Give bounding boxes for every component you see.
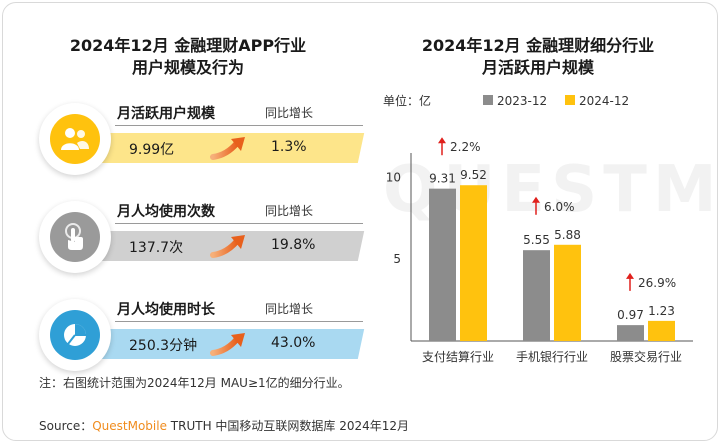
trend-up-arrow-icon	[210, 137, 245, 160]
unit-label: 单位：亿	[383, 93, 431, 108]
tap-hand-icon	[50, 212, 100, 262]
divider	[115, 125, 363, 126]
legend-label: 2023-12	[497, 94, 547, 108]
source-brand: QuestMobile	[92, 419, 167, 433]
right-title-line1: 2024年12月 金融理财细分行业	[421, 36, 655, 55]
bar	[617, 325, 644, 341]
metric-icon-badge	[39, 103, 111, 175]
growth-arrow-head	[438, 137, 446, 144]
bar-chart: 单位：亿 2023-12 2024-12 5 10 9.31 9.52 2.2% 支付结算行业 5…	[383, 93, 693, 364]
legend-label: 2024-12	[579, 94, 629, 108]
source-suffix: TRUTH 中国移动互联网数据库 2024年12月	[166, 419, 410, 433]
metric-label: 月活跃用户规模	[117, 106, 215, 122]
metric-icon-badge	[39, 299, 111, 371]
x-tick-label: 股票交易行业	[610, 349, 682, 364]
metric-mau: 月活跃用户规模 同比增长 9.99亿 1.3%	[39, 101, 365, 177]
metric-label: 月人均使用次数	[117, 204, 215, 220]
metric-frequency: 月人均使用次数 同比增长 137.7次 19.8%	[39, 199, 365, 275]
metric-value: 137.7次	[129, 240, 184, 256]
bar-value-label: 0.97	[617, 308, 644, 322]
divider	[115, 223, 363, 224]
metric-label: 月人均使用时长	[117, 302, 215, 318]
metric-yoy: 43.0%	[271, 335, 316, 351]
source-prefix: Source：	[39, 419, 93, 433]
growth-arrow-head	[532, 196, 540, 203]
metric-yoy-label: 同比增长	[265, 204, 314, 218]
footnote: 注：右图统计范围为2024年12月 MAU≥1亿的细分行业。	[39, 376, 350, 390]
source-line: Source：QuestMobile TRUTH 中国移动互联网数据库 2024…	[39, 417, 409, 434]
trend-up-arrow-icon	[210, 235, 245, 258]
metric-value: 250.3分钟	[129, 338, 198, 354]
metric-yoy-label: 同比增长	[265, 106, 314, 120]
bar	[648, 320, 675, 341]
right-panel-title: 2024年12月 金融理财细分行业 月活跃用户规模	[373, 35, 703, 79]
trend-up-arrow-icon	[210, 333, 245, 356]
growth-label: 26.9%	[638, 276, 676, 290]
bar	[523, 250, 550, 341]
bar-value-label: 5.88	[554, 228, 581, 242]
bar-value-label: 9.52	[460, 168, 487, 182]
pie-clock-icon	[50, 310, 100, 360]
legend-swatch	[565, 95, 575, 105]
metric-yoy: 19.8%	[271, 237, 316, 253]
divider	[115, 321, 363, 322]
metric-yoy: 1.3%	[271, 139, 307, 155]
growth-label: 6.0%	[544, 200, 575, 214]
metric-icon-badge	[39, 201, 111, 273]
legend-swatch	[483, 95, 493, 105]
left-title-line2: 用户规模及行为	[131, 58, 244, 77]
bar	[429, 188, 456, 341]
x-tick-label: 手机银行行业	[516, 350, 588, 364]
y-tick-label: 10	[386, 170, 401, 184]
left-title-line1: 2024年12月 金融理财APP行业	[69, 36, 307, 55]
bar-value-label: 1.23	[648, 304, 675, 318]
users-icon	[50, 114, 100, 164]
metric-yoy-label: 同比增长	[265, 302, 314, 316]
bar	[554, 244, 581, 341]
bar-value-label: 9.31	[429, 172, 456, 186]
bar-value-label: 5.55	[523, 233, 550, 247]
right-title-line2: 月活跃用户规模	[481, 58, 594, 77]
metric-duration: 月人均使用时长 同比增长 250.3分钟 43.0%	[39, 297, 365, 373]
growth-arrow-head	[626, 272, 634, 279]
growth-label: 2.2%	[450, 140, 481, 154]
y-tick-label: 5	[393, 252, 401, 266]
x-tick-label: 支付结算行业	[422, 349, 494, 364]
left-panel-title: 2024年12月 金融理财APP行业 用户规模及行为	[33, 35, 343, 79]
metric-value: 9.99亿	[129, 142, 175, 158]
bar	[460, 185, 487, 341]
